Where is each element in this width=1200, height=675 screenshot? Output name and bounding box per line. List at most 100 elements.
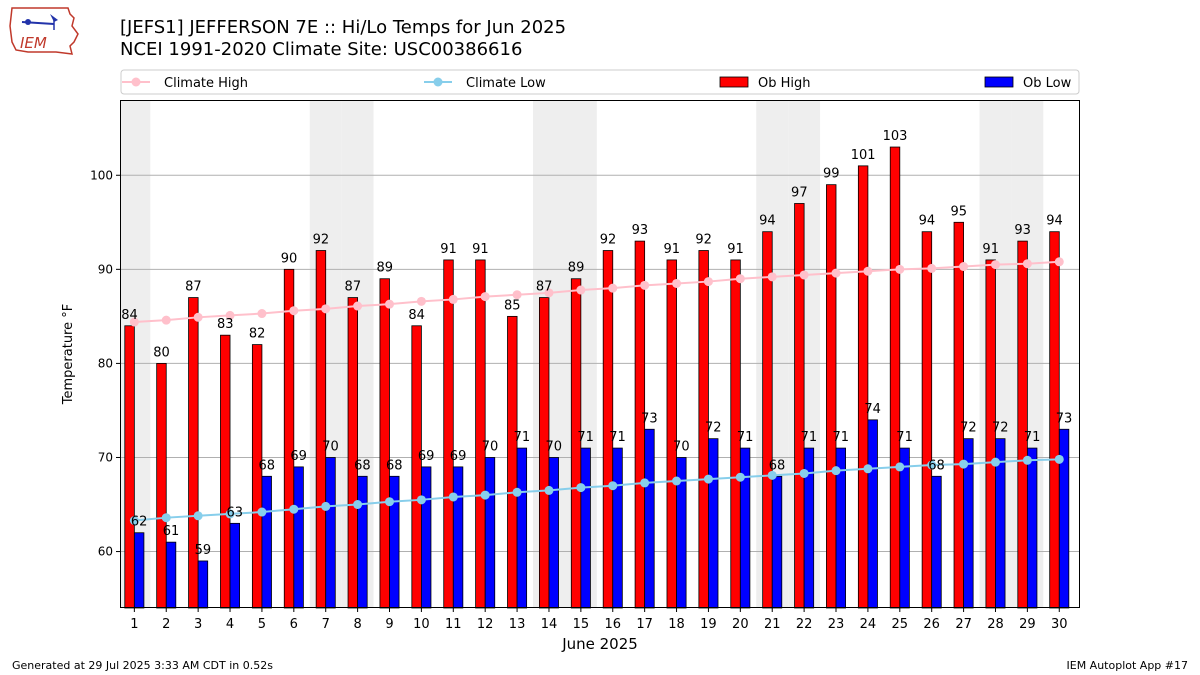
ob-low-label-19: 72 <box>705 421 722 436</box>
y-axis-label: Temperature °F <box>61 304 76 405</box>
x-tick-label-6: 6 <box>290 617 298 632</box>
climate-high-point-2 <box>161 315 171 325</box>
ob-low-label-25: 71 <box>896 430 913 445</box>
legend-ob-high-label: Ob High <box>758 76 811 91</box>
plot-frame <box>120 100 1080 608</box>
x-tick-label-17: 17 <box>636 617 653 632</box>
ob-high-label-9: 89 <box>376 261 393 276</box>
climate-high-point-3 <box>193 312 203 322</box>
x-tick-label-28: 28 <box>987 617 1004 632</box>
ob-low-label-13: 71 <box>514 430 531 445</box>
ob-low-label-2: 61 <box>163 524 180 539</box>
ob-low-label-1: 62 <box>131 515 148 530</box>
x-tick-label-18: 18 <box>668 617 685 632</box>
climate-high-point-26 <box>927 263 937 273</box>
x-tick-label-1: 1 <box>130 617 138 632</box>
climate-low-point-21 <box>767 470 777 480</box>
ob-low-bar-23 <box>835 447 846 609</box>
ob-low-bar-24 <box>867 419 878 609</box>
ob-high-label-3: 87 <box>185 280 202 295</box>
ob-high-bar-11 <box>443 259 454 609</box>
ob-low-bar-19 <box>708 438 719 609</box>
x-tick-label-11: 11 <box>445 617 462 632</box>
ob-low-bar-22 <box>803 447 815 609</box>
weekend-shade-day-22 <box>788 100 821 608</box>
chart-subtitle: NCEI 1991-2020 Climate Site: USC00386616 <box>120 39 523 60</box>
ob-low-label-28: 72 <box>992 421 1009 436</box>
climate-high-point-1 <box>129 317 139 327</box>
chart-title: [JEFS1] JEFFERSON 7E :: Hi/Lo Temps for … <box>120 17 567 38</box>
weekend-shade-day-29 <box>1011 100 1044 608</box>
ob-low-label-24: 74 <box>864 402 881 417</box>
ob-high-bar-9 <box>379 278 390 609</box>
ob-low-bar-14 <box>548 457 559 609</box>
x-tick-label-26: 26 <box>923 617 940 632</box>
ob-low-label-15: 71 <box>577 430 594 445</box>
x-tick-label-5: 5 <box>258 617 266 632</box>
ob-low-label-12: 70 <box>482 439 499 454</box>
ob-high-label-20: 91 <box>727 242 744 257</box>
weekend-shade-day-1 <box>120 100 151 608</box>
climate-low-point-28 <box>990 457 1000 467</box>
climate-high-point-10 <box>416 296 426 306</box>
x-tick-label-10: 10 <box>413 617 430 632</box>
ob-high-bar-4 <box>220 334 231 609</box>
ob-high-bar-18 <box>666 259 677 609</box>
weekend-shade-day-21 <box>756 100 789 608</box>
ob-high-bar-10 <box>411 325 422 609</box>
climate-high-point-6 <box>289 306 299 316</box>
weekend-shade-day-7 <box>309 100 342 608</box>
ob-low-bar-26 <box>931 475 942 609</box>
legend-climate-low-label: Climate Low <box>466 76 546 91</box>
climate-low-point-19 <box>703 474 713 484</box>
ob-high-bar-1 <box>124 325 135 609</box>
climate-low-point-6 <box>289 504 299 514</box>
ob-high-bar-26 <box>921 231 933 609</box>
ob-high-label-29: 93 <box>1014 223 1031 238</box>
climate-low-point-29 <box>1022 455 1032 465</box>
y-tick-label-100: 100 <box>90 168 113 182</box>
ob-low-bar-15 <box>580 447 591 609</box>
ob-high-label-23: 99 <box>823 167 840 182</box>
ob-high-bar-16 <box>602 250 614 609</box>
climate-low-point-2 <box>161 513 171 523</box>
ob-low-label-27: 72 <box>960 421 977 436</box>
ob-low-bar-27 <box>963 438 974 609</box>
ob-high-bar-29 <box>1017 240 1028 609</box>
ob-high-label-8: 87 <box>345 280 362 295</box>
climate-low-point-8 <box>353 500 363 510</box>
climate-low-point-12 <box>480 490 490 500</box>
ob-low-label-3: 59 <box>195 543 212 558</box>
ob-low-bar-13 <box>516 447 528 609</box>
climate-low-point-15 <box>576 483 586 493</box>
climate-low-point-25 <box>895 462 905 472</box>
weekend-shading <box>120 100 1044 608</box>
climate-low-point-20 <box>735 472 745 482</box>
ob-high-label-19: 92 <box>695 233 712 248</box>
ob-low-label-26: 68 <box>928 458 945 473</box>
climate-low-point-11 <box>448 492 458 502</box>
climate-high-line <box>134 260 1060 324</box>
x-tick-label-7: 7 <box>322 617 330 632</box>
ob-low-label-22: 71 <box>801 430 818 445</box>
ob-high-label-21: 94 <box>759 214 776 229</box>
ob-high-bar-27 <box>953 221 964 609</box>
climate-high-point-13 <box>512 290 522 300</box>
ob-high-label-18: 91 <box>663 242 680 257</box>
x-axis-label: June 2025 <box>561 635 638 653</box>
ob-low-bar-2 <box>165 541 177 609</box>
x-tick-label-29: 29 <box>1019 617 1036 632</box>
climate-lines <box>129 257 1064 526</box>
ob-low-bar-28 <box>995 438 1006 609</box>
legend-ob-high-swatch <box>719 76 749 88</box>
ob-high-label-25: 103 <box>883 129 908 144</box>
ob-high-bar-23 <box>826 184 837 609</box>
ob-low-label-18: 70 <box>673 439 690 454</box>
ob-high-bar-17 <box>634 240 646 609</box>
ob-low-bar-25 <box>899 447 910 609</box>
ob-low-label-20: 71 <box>737 430 754 445</box>
climate-high-point-29 <box>1022 259 1032 269</box>
ob-high-label-26: 94 <box>919 214 936 229</box>
ob-low-bar-6 <box>293 466 304 609</box>
